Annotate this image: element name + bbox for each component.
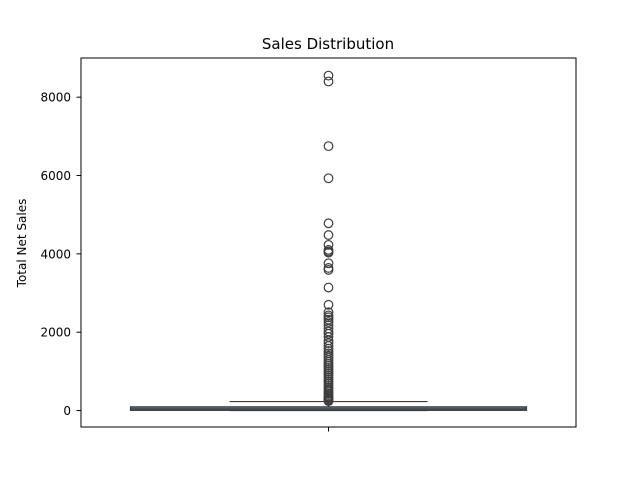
y-tick-label: 2000 — [40, 326, 71, 340]
y-tick-label: 4000 — [40, 247, 71, 261]
outlier-point — [323, 265, 334, 275]
outlier-point — [323, 282, 334, 293]
y-axis-label: Total Net Sales — [15, 199, 29, 289]
outlier-point — [323, 258, 334, 269]
outlier-point — [323, 317, 334, 327]
y-tick-label: 0 — [63, 404, 71, 418]
outlier-point — [323, 141, 334, 152]
outlier-point — [323, 299, 334, 310]
y-axis-ticks: 0 2000 4000 6000 8000 — [40, 91, 81, 418]
outlier-point — [323, 341, 334, 351]
outlier-point — [323, 76, 334, 87]
chart-title: Sales Distribution — [262, 35, 394, 53]
outlier-point — [323, 239, 334, 250]
outlier-point — [323, 173, 334, 184]
outlier-point — [323, 312, 334, 323]
y-tick-label: 8000 — [40, 91, 71, 105]
outlier-point — [323, 247, 334, 258]
outlier-point — [323, 218, 334, 229]
outlier-point — [323, 328, 334, 339]
outlier-point — [323, 70, 334, 81]
outlier-point — [323, 338, 334, 349]
y-tick-label: 6000 — [40, 169, 71, 183]
outlier-point — [323, 230, 334, 240]
outlier-point — [323, 307, 334, 318]
plot-area — [129, 70, 528, 412]
outlier-point — [323, 396, 334, 407]
